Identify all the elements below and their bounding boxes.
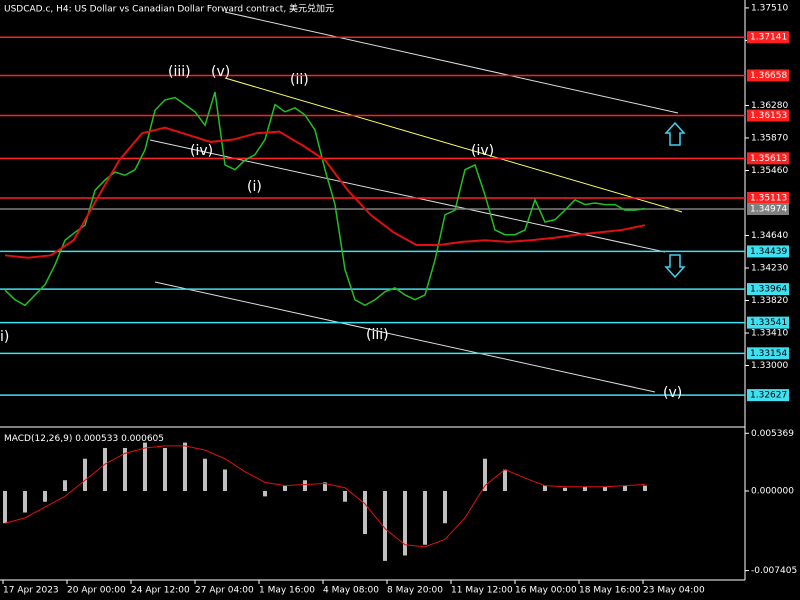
x-tick-label: 4 May 08:00 (323, 586, 379, 596)
level-label: 1.36658 (750, 71, 787, 81)
wave-label: (iv) (471, 143, 494, 159)
macd-bar (263, 490, 267, 497)
y-tick-label: 1.33000 (751, 361, 788, 371)
macd-value: 0.000533 (75, 434, 118, 444)
trend-line (224, 77, 683, 213)
macd-bar (123, 447, 127, 491)
chart-title: USDCAD.c, H4: US Dollar vs Canadian Doll… (4, 3, 334, 15)
x-tick-label: 1 May 16:00 (259, 586, 315, 596)
level-label: 1.35613 (750, 154, 787, 164)
x-tick-label: 11 May 12:00 (451, 586, 513, 596)
macd-bar (103, 447, 107, 491)
y-tick-label: 0.000000 (751, 486, 794, 496)
macd-bar (443, 490, 447, 524)
macd-bar (383, 490, 387, 561)
level-label: 1.37141 (750, 33, 787, 43)
wave-label: (v) (663, 385, 682, 401)
macd-bar (303, 480, 307, 491)
level-label: 1.36153 (750, 111, 787, 121)
y-tick-label: 1.33820 (751, 296, 788, 306)
macd-bar (223, 469, 227, 491)
macd-bar (603, 486, 607, 491)
signal-line (4, 445, 646, 548)
x-tick-label: 23 May 04:00 (643, 586, 705, 596)
macd-bar (423, 490, 427, 545)
level-label: 1.34974 (750, 205, 787, 215)
x-tick-label: 27 Apr 04:00 (195, 586, 254, 596)
level-box (747, 245, 789, 258)
y-tick-label: 1.35870 (751, 133, 788, 143)
level-box (747, 191, 789, 204)
macd-bar (83, 458, 87, 491)
x-tick-label: 24 Apr 12:00 (131, 586, 190, 596)
macd-bar (543, 485, 547, 491)
x-tick-label: 17 Apr 2023 (3, 586, 59, 596)
signal-value: 0.000605 (121, 434, 164, 444)
level-box (747, 31, 789, 44)
channel-line (154, 281, 656, 393)
wave-label: (v) (211, 64, 230, 80)
macd-bar (283, 485, 287, 491)
macd-bar (203, 458, 207, 491)
macd-bar (183, 442, 187, 491)
down-arrow (664, 254, 686, 279)
y-tick-label: 1.37510 (751, 3, 788, 13)
level-box (747, 152, 789, 165)
macd-bar (163, 447, 167, 491)
level-label: 1.33964 (750, 285, 787, 295)
wave-label: (i) (247, 179, 262, 195)
macd-bar (43, 490, 47, 502)
macd-bar (643, 485, 647, 491)
level-label: 1.32627 (750, 391, 787, 401)
macd-bar (323, 482, 327, 491)
level-label: 1.33154 (750, 349, 787, 359)
level-box (747, 283, 789, 296)
macd-bar (23, 490, 27, 513)
macd-bar (143, 442, 147, 491)
y-tick-label: 1.34230 (751, 264, 788, 274)
macd-bar (503, 469, 507, 491)
x-tick-label: 18 May 16:00 (579, 586, 641, 596)
macd-title: MACD(12,26,9) (4, 434, 72, 444)
up-arrow (664, 121, 686, 146)
x-tick-label: 8 May 20:00 (387, 586, 443, 596)
macd-bar (583, 486, 587, 491)
y-tick-label: 1.33410 (751, 329, 788, 339)
wave-label: (iv) (190, 143, 213, 159)
level-box (747, 203, 789, 216)
wave-label: i) (0, 329, 9, 345)
y-tick-label: 1.34640 (751, 231, 788, 241)
y-tick-label: 0.005369 (751, 429, 794, 439)
y-tick-label: 1.36280 (751, 101, 788, 111)
macd-label: MACD(12,26,9) 0.000533 0.000605 (4, 434, 164, 444)
y-tick-label: -0.007405 (751, 566, 797, 576)
macd-bar (483, 458, 487, 491)
macd-bar (63, 480, 67, 491)
y-tick-label: 1.35460 (751, 166, 788, 176)
level-box (747, 109, 789, 122)
macd-bar (3, 490, 7, 524)
level-label: 1.33541 (750, 318, 787, 328)
macd-bar (623, 485, 627, 491)
level-box (747, 69, 789, 82)
wave-label: (iii) (168, 64, 191, 80)
level-box (747, 347, 789, 360)
level-label: 1.35113 (750, 193, 787, 203)
moving-average (4, 126, 646, 259)
level-box (747, 389, 789, 402)
macd-bar (343, 490, 347, 502)
level-box (747, 316, 789, 329)
macd-bar (363, 490, 367, 534)
wave-label: (ii) (290, 72, 309, 88)
macd-bar (563, 487, 567, 491)
x-tick-label: 20 Apr 00:00 (67, 586, 126, 596)
level-label: 1.34439 (750, 247, 787, 257)
macd-bar (403, 490, 407, 556)
channel-line (224, 11, 679, 114)
x-tick-label: 16 May 00:00 (515, 586, 577, 596)
wave-label: (iii) (366, 327, 389, 343)
